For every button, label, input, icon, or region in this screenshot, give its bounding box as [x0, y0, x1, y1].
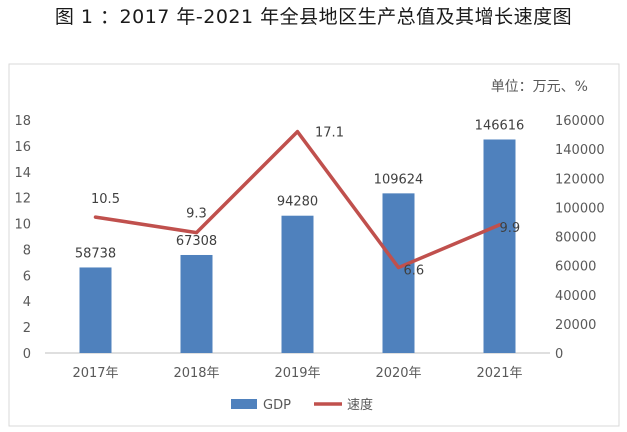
left-tick-label: 12: [14, 192, 31, 207]
growth-value-label: 9.9: [500, 221, 521, 236]
right-tick-label: 80000: [555, 231, 596, 246]
gdp-value-label: 58738: [75, 246, 116, 261]
right-axis-ticks: 0 20000 40000 60000 80000 100000 120000 140000 1…: [555, 114, 605, 362]
right-tick-label: 120000: [555, 172, 605, 187]
growth-point: [296, 130, 299, 134]
gdp-bar: [79, 267, 112, 353]
gdp-value-label: 109624: [374, 172, 424, 187]
left-axis-ticks: 0 2 4 6 8 10 12 14 16 18: [14, 114, 31, 362]
category-label: 2019年: [274, 366, 320, 381]
gdp-bar: [281, 215, 314, 353]
gdp-value-label: 94280: [277, 195, 318, 210]
growth-point: [498, 223, 501, 227]
right-tick-label: 140000: [555, 143, 605, 158]
left-tick-label: 0: [23, 347, 31, 362]
legend: GDP 速度: [231, 397, 373, 413]
right-tick-label: 40000: [555, 289, 596, 304]
category-label: 2017年: [72, 366, 118, 381]
category-label: 2020年: [375, 366, 421, 381]
chart-frame: [8, 63, 620, 427]
gdp-value-label: 67308: [176, 234, 217, 249]
category-labels: 2017年 2018年 2019年 2020年 2021年: [72, 366, 522, 381]
left-tick-label: 10: [14, 218, 31, 233]
left-tick-label: 16: [14, 140, 31, 155]
growth-point: [94, 215, 97, 219]
right-tick-label: 0: [555, 347, 563, 362]
right-tick-label: 60000: [555, 260, 596, 275]
left-tick-label: 14: [14, 166, 31, 181]
growth-point: [397, 266, 400, 270]
left-tick-label: 2: [23, 321, 31, 336]
gdp-bars: 58738 67308 94280 109624 146616: [75, 118, 525, 353]
gdp-bar: [180, 254, 213, 353]
gdp-bar: [382, 193, 415, 353]
legend-label-growth: 速度: [347, 397, 373, 413]
growth-value-label: 17.1: [315, 126, 344, 141]
figure-title: 图 1 ：2017 年-2021 年全县地区生产总值及其增长速度图: [54, 6, 573, 28]
category-label: 2021年: [476, 366, 522, 381]
gdp-value-label: 146616: [475, 118, 525, 133]
growth-value-label: 10.5: [91, 192, 120, 207]
left-tick-label: 6: [23, 269, 31, 284]
right-tick-label: 100000: [555, 201, 605, 216]
legend-label-gdp: GDP: [263, 398, 291, 413]
growth-line-layer: 10.5 9.3 17.1 6.6 9.9: [91, 126, 520, 279]
right-tick-label: 20000: [555, 318, 596, 333]
unit-note: 单位：万元、%: [491, 79, 588, 95]
right-tick-label: 160000: [555, 114, 605, 129]
growth-point: [195, 231, 198, 235]
left-tick-label: 4: [23, 295, 31, 310]
growth-value-label: 6.6: [404, 264, 425, 279]
left-tick-label: 8: [23, 243, 31, 258]
legend-swatch-gdp: [231, 399, 257, 409]
growth-value-label: 9.3: [186, 207, 207, 222]
gdp-bar: [483, 139, 516, 353]
left-tick-label: 18: [14, 114, 31, 129]
category-label: 2018年: [173, 366, 219, 381]
